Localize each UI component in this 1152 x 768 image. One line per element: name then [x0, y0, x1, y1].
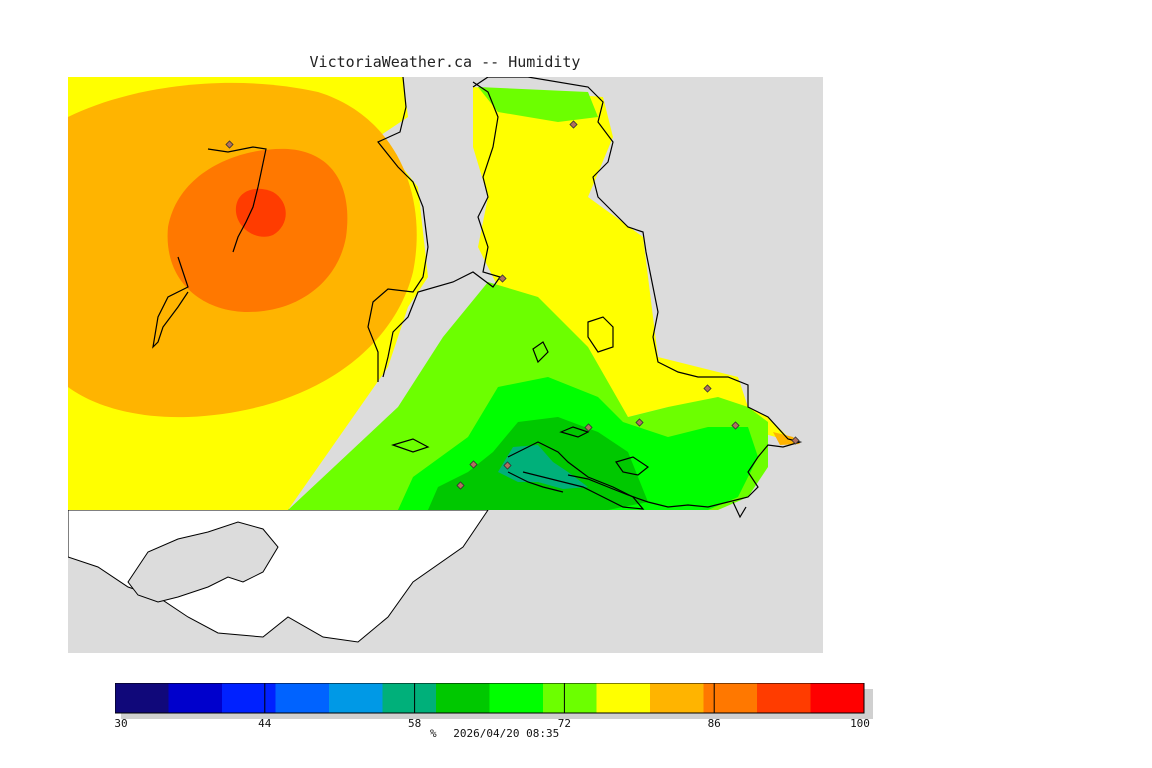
colorbar-swatch	[115, 683, 169, 713]
station-marker	[635, 418, 644, 427]
colorbar-swatch	[329, 683, 383, 713]
humidity-map	[68, 77, 823, 653]
colorbar-swatch	[275, 683, 330, 713]
humidity-contours	[68, 77, 800, 510]
station-marker	[469, 460, 478, 469]
weather-stations	[225, 120, 800, 490]
timestamp: 2026/04/20 08:35	[453, 727, 560, 740]
contour-lightgreen-ne	[478, 87, 598, 122]
station-marker	[584, 423, 593, 432]
colorbar-tick-label: 72	[558, 717, 571, 730]
colorbar-swatch	[222, 683, 276, 713]
station-marker	[456, 481, 465, 490]
colorbar-swatches	[115, 683, 865, 713]
colorbar-tick-label: 58	[408, 717, 421, 730]
colorbar: 30 44 58 72 86 100	[115, 683, 873, 730]
colorbar-swatch	[596, 683, 651, 713]
station-marker	[569, 120, 578, 129]
colorbar-swatch	[650, 683, 704, 713]
colorbar-swatch	[168, 683, 223, 713]
colorbar-swatch	[489, 683, 544, 713]
colorbar-swatch	[382, 683, 437, 713]
colorbar-tick-label: 44	[258, 717, 272, 730]
contour-yellow-east	[473, 87, 793, 442]
colorbar-tick-label: 86	[708, 717, 721, 730]
unit-label: %	[430, 727, 437, 740]
colorbar-tick-label: 100	[850, 717, 870, 730]
colorbar-ticks: 30 44 58 72 86 100	[115, 683, 870, 730]
colorbar-tick-label: 30	[115, 717, 128, 730]
colorbar-swatch	[543, 683, 597, 713]
station-marker	[791, 436, 800, 445]
coastlines	[152, 77, 803, 519]
station-marker	[503, 461, 512, 470]
station-marker	[498, 274, 507, 283]
contour-red	[235, 188, 286, 237]
colorbar-swatch	[436, 683, 490, 713]
footer: % 2026/04/20 08:35	[430, 727, 569, 740]
colorbar-swatch	[810, 683, 865, 713]
peninsula-land	[127, 521, 279, 603]
chart-title: VictoriaWeather.ca -- Humidity	[309, 53, 581, 71]
colorbar-swatch	[703, 683, 758, 713]
station-marker	[225, 140, 234, 149]
station-marker	[703, 384, 712, 393]
station-marker	[731, 421, 740, 430]
colorbar-swatch	[757, 683, 811, 713]
